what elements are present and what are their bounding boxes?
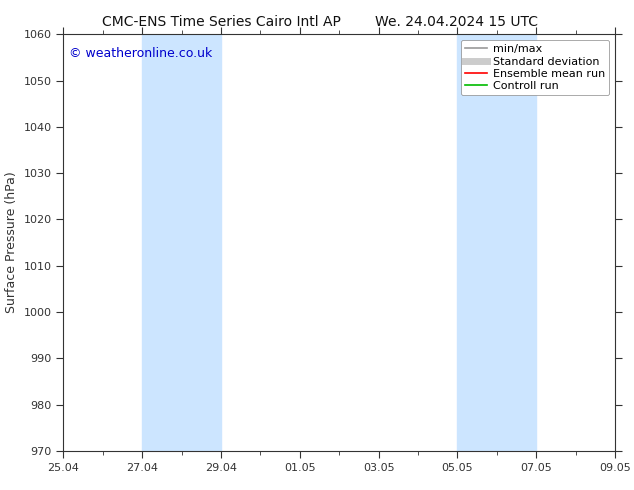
Y-axis label: Surface Pressure (hPa): Surface Pressure (hPa)	[5, 172, 18, 314]
Text: CMC-ENS Time Series Cairo Intl AP: CMC-ENS Time Series Cairo Intl AP	[103, 15, 341, 29]
Text: We. 24.04.2024 15 UTC: We. 24.04.2024 15 UTC	[375, 15, 538, 29]
Bar	[142, 34, 221, 451]
Legend: min/max, Standard deviation, Ensemble mean run, Controll run: min/max, Standard deviation, Ensemble me…	[460, 40, 609, 96]
Text: © weatheronline.co.uk: © weatheronline.co.uk	[69, 47, 212, 60]
Bar	[457, 34, 536, 451]
